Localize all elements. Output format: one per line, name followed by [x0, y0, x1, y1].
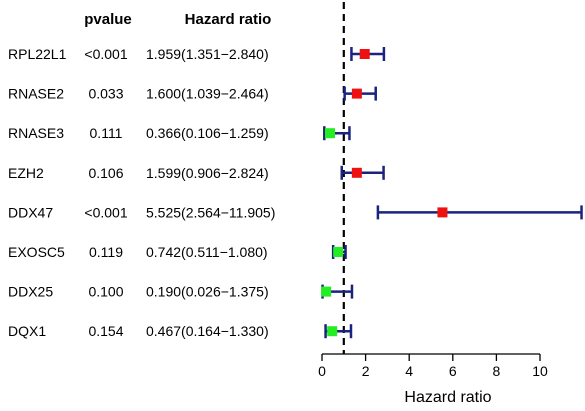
hr-cell: 5.525(2.564−11.905) [146, 204, 275, 220]
hr-cell: 1.600(1.039−2.464) [146, 86, 269, 102]
hr-marker [324, 128, 335, 139]
hr-cell: 1.599(0.906−2.824) [146, 165, 269, 181]
pvalue-cell: 0.154 [88, 323, 123, 339]
pvalue-cell: <0.001 [84, 46, 127, 62]
hr-cell: 0.366(0.106−1.259) [146, 125, 269, 141]
pvalue-cell: 0.119 [89, 244, 123, 260]
hr-marker [351, 167, 362, 178]
hazard-ratio-header: Hazard ratio [185, 11, 272, 28]
x-axis-title: Hazard ratio [404, 389, 491, 406]
gene-label: EZH2 [8, 165, 44, 181]
hr-cell: 0.742(0.511−1.080) [146, 244, 268, 260]
hr-marker [359, 49, 370, 59]
x-tick-label: 10 [532, 363, 548, 379]
pvalue-header: pvalue [84, 11, 132, 28]
hr-marker [333, 247, 344, 257]
hr-cell: 0.190(0.026−1.375) [146, 284, 269, 300]
pvalue-cell: 0.033 [88, 86, 123, 102]
gene-label: DDX25 [8, 284, 53, 300]
pvalue-cell: 0.100 [88, 284, 123, 300]
pvalue-cell: 0.111 [90, 125, 123, 141]
gene-label: RNASE2 [8, 86, 64, 102]
hr-marker [351, 88, 362, 99]
hr-marker [437, 207, 448, 218]
pvalue-cell: <0.001 [84, 204, 127, 220]
x-tick-label: 0 [318, 363, 326, 379]
gene-label: RPL22L1 [8, 46, 67, 62]
hr-cell: 0.467(0.164−1.330) [146, 323, 269, 339]
table-rows: RPL22L1 <0.001 1.959(1.351−2.840) RNASE2 0.0… [8, 46, 275, 339]
plot-area: 0 2 4 6 8 10 [318, 2, 583, 379]
x-tick-label: 6 [449, 363, 457, 379]
x-tick-label: 8 [493, 363, 501, 379]
x-tick-label: 2 [362, 363, 370, 379]
gene-label: DDX47 [8, 204, 53, 220]
gene-label: DQX1 [8, 323, 46, 339]
gene-label: RNASE3 [8, 125, 64, 141]
pvalue-cell: 0.106 [88, 165, 123, 181]
hr-marker [327, 326, 338, 337]
gene-label: EXOSC5 [8, 244, 65, 260]
hr-cell: 1.959(1.351−2.840) [146, 46, 269, 62]
hr-marker [321, 286, 332, 297]
x-tick-label: 4 [405, 363, 413, 379]
